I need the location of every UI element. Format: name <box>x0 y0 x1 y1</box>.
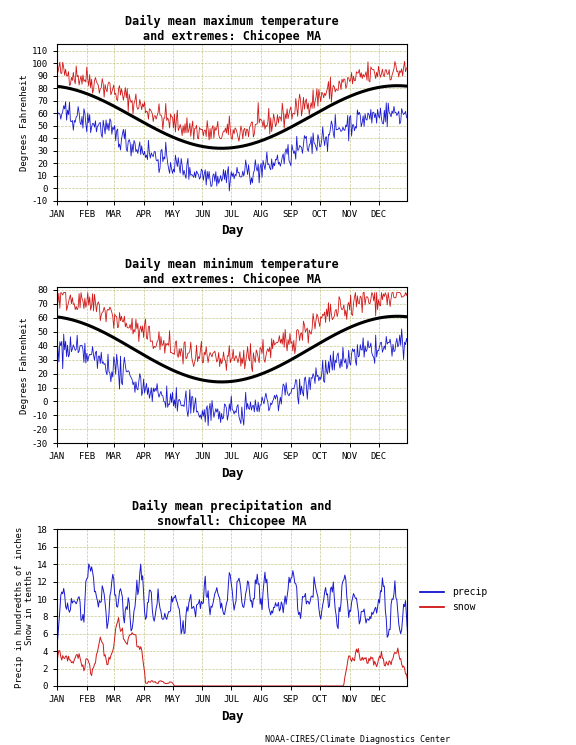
Title: Daily mean precipitation and
snowfall: Chicopee MA: Daily mean precipitation and snowfall: C… <box>132 500 332 528</box>
X-axis label: Day: Day <box>221 467 244 480</box>
Y-axis label: Precip in hundredths of inches
Snow in tenths: Precip in hundredths of inches Snow in t… <box>15 527 35 688</box>
X-axis label: Day: Day <box>221 709 244 723</box>
Y-axis label: Degrees Fahrenheit: Degrees Fahrenheit <box>20 317 29 413</box>
Legend: precip, snow: precip, snow <box>416 583 491 616</box>
Y-axis label: Degrees Fahrenheit: Degrees Fahrenheit <box>20 74 29 171</box>
X-axis label: Day: Day <box>221 224 244 238</box>
Title: Daily mean minimum temperature
and extremes: Chicopee MA: Daily mean minimum temperature and extre… <box>126 258 339 286</box>
Title: Daily mean maximum temperature
and extremes: Chicopee MA: Daily mean maximum temperature and extre… <box>126 15 339 43</box>
Text: NOAA-CIRES/Climate Diagnostics Center: NOAA-CIRES/Climate Diagnostics Center <box>264 735 450 744</box>
